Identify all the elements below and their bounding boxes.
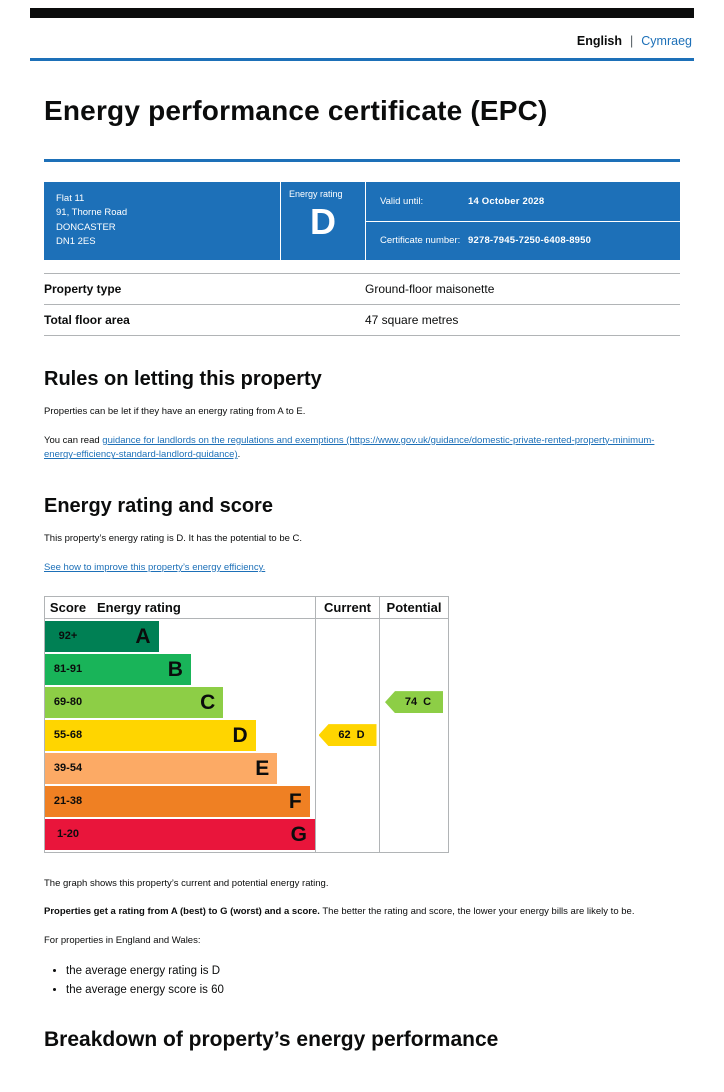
property-type-value: Ground-floor maisonette — [365, 282, 495, 296]
rating-explanation-rest: The better the rating and score, the low… — [319, 906, 635, 918]
current-rating-marker: 62 D — [318, 724, 377, 747]
rating-explanation: Properties get a rating from A (best) to… — [44, 905, 680, 920]
average-stats-list: the average energy rating is D the avera… — [44, 963, 680, 998]
energy-rating-value: D — [310, 200, 336, 242]
energy-rating-chart: Score Energy rating Current Potential 92… — [44, 595, 449, 853]
epc-rating-bar: E — [91, 752, 278, 784]
list-item: the average energy rating is D — [66, 963, 680, 979]
epc-bands: 92+ A 81-91 B 69-80 C 55-68 D 39-54 E 21-38 F 1-20 G — [45, 619, 315, 852]
epc-band-row: 21-38 F — [45, 785, 315, 817]
property-type-label: Property type — [44, 282, 122, 296]
epc-score-range: 21-38 — [45, 785, 91, 817]
improve-paragraph: See how to improve this property’s energ… — [44, 561, 680, 576]
epc-rating-bar: B — [91, 653, 191, 685]
table-row: Property type Ground-floor maisonette — [44, 273, 680, 304]
epc-band-row: 55-68 D — [45, 719, 315, 751]
epc-rating-bar: D — [91, 719, 256, 751]
epc-header-score: Score — [49, 599, 87, 615]
epc-rating-bar: G — [91, 818, 315, 850]
epc-score-range: 1-20 — [45, 818, 91, 850]
epc-potential-col: 74 C — [379, 618, 448, 852]
england-wales-intro: For properties in England and Wales: — [44, 935, 201, 947]
guidance-link[interactable]: guidance for landlords on the regulation… — [44, 434, 655, 461]
main-content: Energy performance certificate (EPC) Fla… — [30, 95, 694, 1052]
valid-until-label: Valid until: — [380, 195, 424, 207]
rating-explanation-lead: Properties get a rating from A (best) to… — [44, 906, 320, 918]
epc-rating-bar: F — [91, 785, 310, 817]
improve-link[interactable]: See how to improve this property’s energ… — [44, 561, 266, 573]
epc-header-current: Current — [315, 596, 379, 618]
language-separator: | — [630, 34, 634, 48]
title-divider — [44, 159, 680, 162]
language-switcher: English | Cymraeg — [30, 18, 694, 58]
epc-rating-letter: D — [232, 723, 248, 747]
current-rating-marker-letter: D — [356, 729, 365, 742]
address-line: DN1 2ES — [56, 235, 96, 247]
valid-until-value: 14 October 2028 — [468, 195, 545, 207]
epc-score-range: 55-68 — [45, 719, 91, 751]
epc-score-range: 92+ — [45, 620, 91, 652]
top-black-bar — [30, 8, 694, 18]
epc-header-rating: Energy rating — [97, 599, 181, 615]
epc-chart-header: Score Energy rating Current Potential — [45, 596, 448, 619]
epc-score-range: 69-80 — [45, 686, 91, 718]
potential-rating-marker-score: 74 — [404, 696, 418, 709]
certificate-meta: Valid until: 14 October 2028 Certificate… — [366, 182, 680, 260]
current-rating-marker-score: 62 — [338, 729, 351, 742]
epc-band-row: 39-54 E — [45, 752, 315, 784]
epc-rating-letter: G — [290, 822, 307, 846]
epc-score-range: 39-54 — [45, 752, 91, 784]
valid-until-row: Valid until: 14 October 2028 — [366, 182, 680, 221]
address-line: 91, Thorne Road — [56, 207, 128, 219]
certificate-number-row: Certificate number: 9278-7945-7250-6408-… — [366, 220, 680, 261]
property-address: Flat 11 91, Thorne Road DONCASTER DN1 2E… — [44, 182, 280, 260]
guidance-prefix: You can read — [44, 434, 103, 446]
top-divider — [30, 58, 694, 61]
epc-rating-letter: A — [135, 624, 151, 648]
epc-rating-letter: F — [288, 789, 302, 813]
floor-area-label: Total floor area — [44, 313, 130, 327]
epc-header-potential: Potential — [379, 596, 448, 618]
epc-rating-letter: C — [200, 690, 216, 714]
potential-rating-marker: 74 C — [385, 691, 443, 714]
section-heading-rating: Energy rating and score — [44, 495, 273, 518]
rules-paragraph: Properties can be let if they have an en… — [44, 406, 306, 417]
address-line: DONCASTER — [56, 221, 116, 233]
certificate-summary-box: Flat 11 91, Thorne Road DONCASTER DN1 2E… — [44, 182, 680, 260]
language-current: English — [576, 34, 623, 48]
language-link-cymraeg[interactable]: Cymraeg — [641, 34, 692, 48]
section-heading-breakdown: Breakdown of property’s energy performan… — [44, 1027, 499, 1051]
epc-rating-bar: A — [91, 620, 159, 652]
epc-current-col: 62 D — [315, 618, 379, 852]
epc-chart-body: 92+ A 81-91 B 69-80 C 55-68 D 39-54 E 21-38 F 1-20 G … — [45, 618, 448, 852]
epc-rating-letter: B — [167, 657, 183, 681]
certificate-number-value: 9278-7945-7250-6408-8950 — [468, 235, 592, 247]
epc-band-row: 81-91 B — [45, 653, 315, 685]
potential-rating-marker-letter: C — [423, 696, 432, 709]
floor-area-value: 47 square metres — [365, 313, 459, 327]
address-line: Flat 11 — [56, 193, 85, 204]
section-heading-rules: Rules on letting this property — [44, 368, 322, 390]
certificate-number-label: Certificate number: — [380, 235, 461, 247]
epc-band-row: 1-20 G — [45, 818, 315, 850]
energy-rating-cell: Energy rating D — [280, 182, 366, 260]
epc-band-row: 92+ A — [45, 620, 315, 652]
epc-rating-bar: C — [91, 686, 224, 718]
guidance-suffix: . — [237, 449, 241, 461]
epc-rating-letter: E — [255, 756, 270, 780]
list-item: the average energy score is 60 — [66, 982, 680, 998]
chart-caption: The graph shows this property’s current … — [44, 877, 329, 889]
table-row: Total floor area 47 square metres — [44, 304, 680, 336]
energy-rating-label: Energy rating — [289, 189, 343, 199]
property-details-table: Property type Ground-floor maisonette To… — [44, 273, 680, 336]
epc-band-row: 69-80 C — [45, 686, 315, 718]
epc-score-range: 81-91 — [45, 653, 91, 685]
page-title: Energy performance certificate (EPC) — [44, 95, 548, 126]
guidance-paragraph: You can read guidance for landlords on t… — [44, 434, 680, 463]
rating-paragraph: This property’s energy rating is D. It h… — [44, 533, 303, 545]
